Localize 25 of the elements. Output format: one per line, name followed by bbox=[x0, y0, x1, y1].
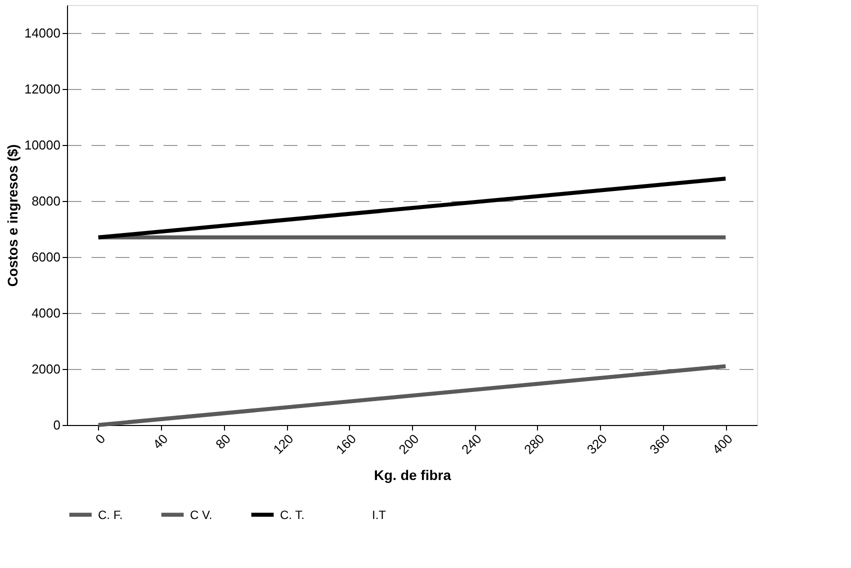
y-tick-label: 4000 bbox=[32, 306, 60, 320]
y-tick-label: 6000 bbox=[32, 250, 60, 264]
y-tick-label: 0 bbox=[53, 418, 60, 432]
x-tick-label: 320 bbox=[584, 431, 610, 458]
legend-label: C. T. bbox=[280, 508, 304, 522]
legend-label: C. F. bbox=[98, 508, 123, 522]
y-axis-title: Costos e ingresos ($) bbox=[4, 144, 20, 287]
x-tick-label: 280 bbox=[521, 431, 548, 458]
y-tick-label: 8000 bbox=[32, 194, 60, 208]
x-tick-label: 40 bbox=[150, 431, 171, 452]
y-tick-label: 12000 bbox=[24, 82, 60, 96]
x-tick-label: 120 bbox=[270, 431, 296, 458]
y-tick-label: 14000 bbox=[24, 26, 60, 40]
x-tick-label: 400 bbox=[709, 431, 736, 458]
x-tick-label: 0 bbox=[92, 431, 108, 447]
y-tick-label: 10000 bbox=[24, 138, 60, 152]
x-tick-label: 160 bbox=[333, 431, 359, 458]
x-tick-label: 80 bbox=[212, 431, 234, 452]
x-tick-label: 200 bbox=[396, 431, 422, 458]
x-axis-title: Kg. de fibra bbox=[374, 467, 452, 484]
x-tick-label: 360 bbox=[646, 431, 673, 458]
x-tick-label: 240 bbox=[458, 431, 484, 458]
text: I.T bbox=[372, 508, 387, 522]
legend-label: C V. bbox=[190, 508, 212, 522]
y-tick-label: 2000 bbox=[32, 362, 60, 376]
